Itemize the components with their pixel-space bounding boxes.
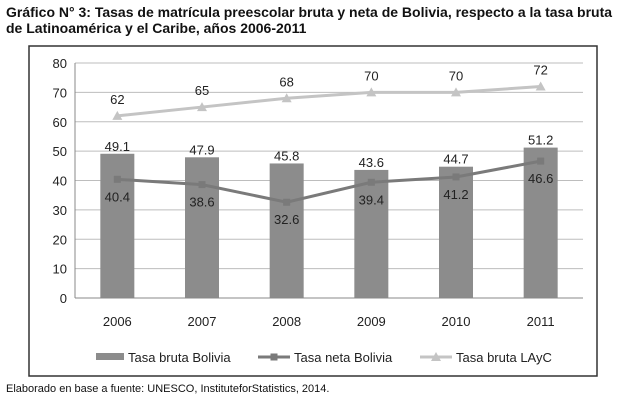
- x-tick-label: 2011: [527, 314, 555, 329]
- y-tick-label: 70: [53, 85, 67, 100]
- line-marker: [366, 87, 377, 97]
- chart-title: Gráfico N° 3: Tasas de matrícula preesco…: [6, 4, 613, 36]
- line-data-label: 41.2: [443, 187, 468, 202]
- line-marker: [283, 198, 291, 206]
- line-marker: [451, 87, 461, 97]
- x-tick-label: 2006: [103, 314, 132, 329]
- line-data-label: 40.4: [105, 189, 130, 204]
- x-tick-label: 2007: [188, 314, 217, 329]
- line-data-label: 62: [110, 92, 124, 107]
- y-tick-label: 60: [53, 115, 67, 130]
- legend-swatch-bar: [96, 353, 124, 360]
- line-data-label: 68: [279, 74, 293, 89]
- line-marker: [198, 181, 206, 189]
- y-tick-label: 10: [53, 262, 67, 277]
- bar-data-label: 49.1: [105, 139, 130, 154]
- line-marker: [535, 81, 546, 91]
- legend-marker: [270, 353, 278, 361]
- bar-data-label: 51.2: [528, 133, 553, 148]
- line-marker: [113, 175, 121, 183]
- line-marker: [112, 110, 123, 120]
- line-data-label: 38.6: [189, 195, 214, 210]
- y-tick-label: 30: [53, 203, 67, 218]
- line-marker: [197, 102, 207, 112]
- line-data-label: 70: [449, 68, 463, 83]
- line-data-label: 32.6: [274, 212, 299, 227]
- legend-marker: [431, 352, 441, 361]
- line-data-label: 72: [533, 63, 547, 78]
- line-data-label: 70: [364, 68, 378, 83]
- source-note: Elaborado en base a fuente: UNESCO, Inst…: [6, 383, 330, 395]
- line-marker: [367, 178, 375, 186]
- bar-data-label: 44.7: [443, 152, 468, 167]
- line-data-label: 39.4: [359, 192, 384, 207]
- legend-label: Tasa bruta Bolivia: [128, 350, 231, 365]
- x-tick-label: 2010: [442, 314, 471, 329]
- series-line-lac: [117, 85, 541, 118]
- bar: [439, 166, 473, 298]
- bar: [523, 147, 558, 298]
- series-line-neta: [117, 159, 541, 204]
- y-tick-label: 40: [53, 174, 67, 189]
- legend-label: Tasa neta Bolivia: [294, 350, 393, 365]
- x-tick-label: 2008: [272, 314, 301, 329]
- x-tick-label: 2009: [357, 314, 386, 329]
- y-tick-label: 0: [60, 291, 67, 306]
- line-marker: [452, 173, 460, 181]
- bar-data-label: 47.9: [189, 142, 214, 157]
- bar: [100, 153, 135, 298]
- bar: [269, 163, 304, 298]
- bar-data-label: 43.6: [359, 155, 384, 170]
- line-marker: [281, 93, 292, 103]
- legend-label: Tasa bruta LAyC: [456, 350, 552, 365]
- bar: [354, 169, 389, 298]
- line-marker: [537, 157, 545, 165]
- y-tick-label: 80: [53, 56, 67, 71]
- line-data-label: 46.6: [528, 171, 553, 186]
- bar: [185, 157, 219, 298]
- line-data-label: 65: [195, 83, 209, 98]
- y-tick-label: 50: [53, 144, 67, 159]
- bar-data-label: 45.8: [274, 148, 299, 163]
- y-tick-label: 20: [53, 232, 67, 247]
